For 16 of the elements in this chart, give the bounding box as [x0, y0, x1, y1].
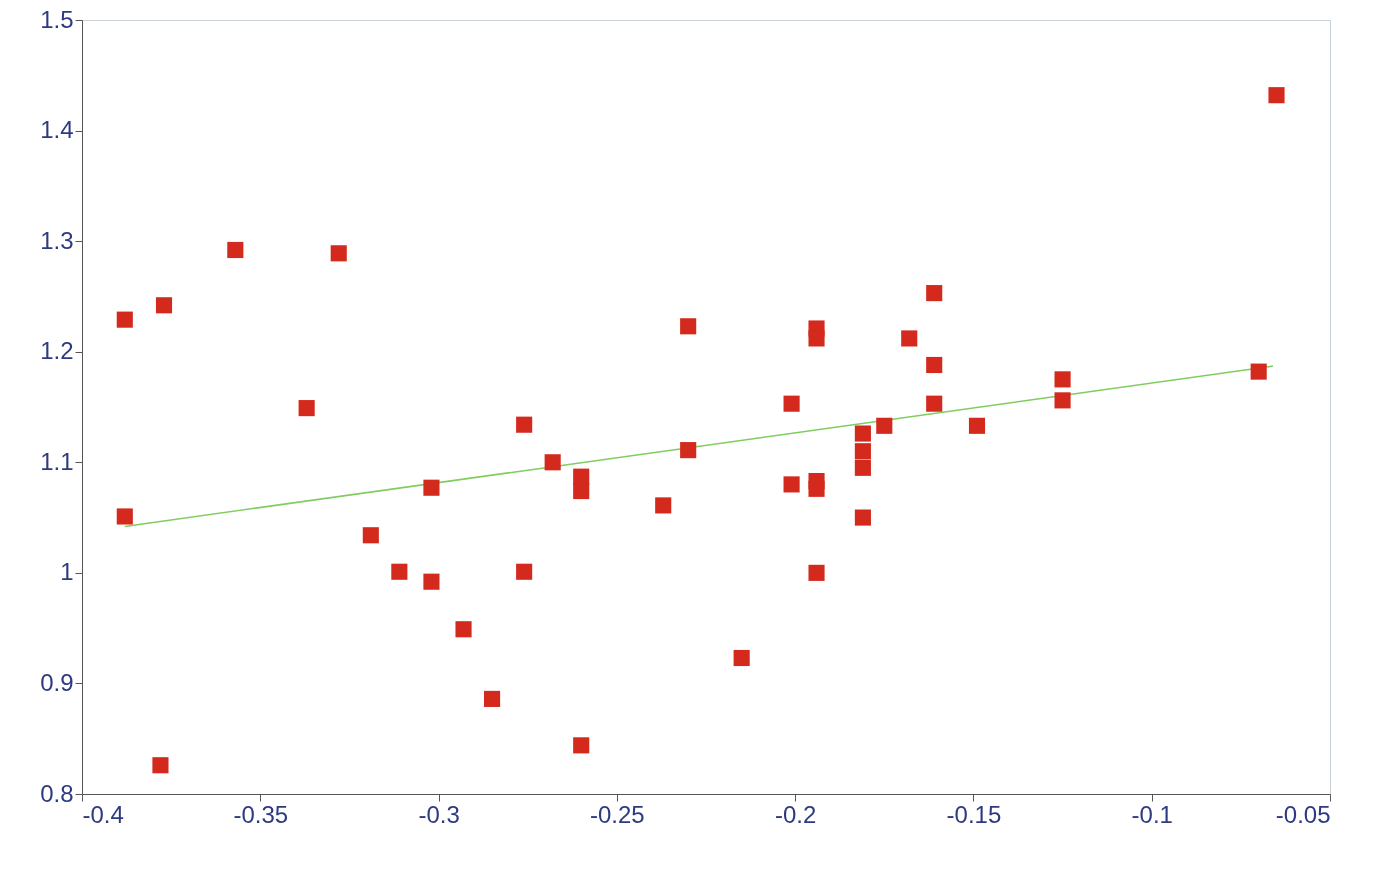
y-tick-label: 0.9 — [40, 668, 74, 696]
x-tick-label: -0.4 — [82, 800, 124, 828]
x-tick-label: -0.35 — [233, 800, 289, 828]
x-tick-label: -0.15 — [946, 800, 1002, 828]
y-tick-label: 1.3 — [40, 226, 74, 254]
x-tick-label: -0.2 — [774, 800, 817, 828]
x-tick-label: -0.25 — [590, 800, 645, 828]
y-tick-label: 1.1 — [40, 447, 74, 475]
y-tick-label: 0.8 — [40, 779, 74, 807]
x-tick-label: -0.05 — [1275, 800, 1331, 828]
y-tick-label: 1.2 — [40, 337, 74, 365]
x-tick-label: -0.1 — [1131, 800, 1173, 828]
x-tick-label: -0.3 — [418, 800, 460, 828]
y-tick-label: 1 — [60, 558, 74, 586]
y-tick-label: 1.4 — [40, 116, 74, 144]
y-tick-label: 1.5 — [40, 5, 74, 33]
